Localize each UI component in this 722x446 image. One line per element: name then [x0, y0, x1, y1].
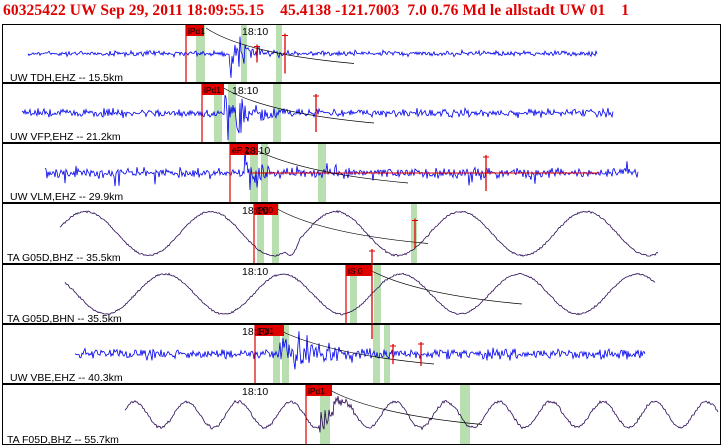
time-label: 18:10 [242, 205, 268, 217]
phase-pick-label: iPd0 [256, 205, 273, 215]
waveform-trace [59, 209, 659, 257]
decay-curve [273, 206, 429, 244]
decay-curve [325, 387, 483, 425]
decay-curve [249, 146, 409, 184]
time-label: 18:10 [242, 326, 268, 338]
seismogram-panel[interactable]: iS 0 18:10 TA G05D,BHN -- 35.5km [2, 249, 721, 339]
station-label: TA G05D,BHZ -- 35.5km [7, 252, 121, 264]
decay-curve [274, 327, 435, 365]
phase-pick-label-bg[interactable] [306, 385, 332, 396]
phase-window-band [214, 84, 222, 142]
waveform-trace [64, 272, 656, 316]
station-label: TA G05D,BHN -- 35.5km [7, 313, 122, 325]
phase-pick-label: iPd1 [188, 26, 205, 36]
phase-pick-label-bg[interactable] [255, 325, 284, 336]
seismogram-panel[interactable]: eP 218:10 UW VLM,EHZ -- 29.9km [2, 143, 721, 204]
phase-pick-label-bg[interactable] [186, 25, 204, 36]
phase-window-band [374, 265, 381, 323]
panel-border [2, 384, 721, 445]
event-header: 60325422 UW Sep 29, 2011 18:09:55.15 45.… [0, 0, 722, 22]
time-label: 18:10 [232, 85, 258, 97]
station-label: UW TDH,EHZ -- 15.5km [10, 72, 123, 84]
waveform-trace [21, 95, 614, 141]
phase-pick-label: iS 0 [348, 266, 363, 276]
waveform-trace [27, 36, 598, 78]
waveform-trace [74, 331, 646, 370]
phase-pick-label: eP 2 [232, 145, 250, 155]
panel-border [2, 203, 721, 264]
phase-pick-label: iPd1 [204, 85, 221, 95]
waveform-trace [44, 149, 639, 191]
phase-pick-label-bg[interactable] [346, 265, 372, 276]
station-label: UW VLM,EHZ -- 29.9km [10, 191, 123, 203]
time-label: 18:10 [242, 266, 268, 278]
panel-border [2, 83, 721, 143]
phase-pick-label-bg[interactable] [202, 84, 224, 95]
phase-window-band [241, 25, 247, 82]
decay-curve [205, 27, 355, 64]
time-label: 18:10 [242, 386, 268, 398]
time-label: 18:10 [244, 145, 270, 157]
waveform-trace [124, 396, 719, 433]
phase-window-band [282, 325, 289, 383]
panel-border [2, 264, 721, 324]
seismogram-panel[interactable]: iPd1 18:10 UW TDH,EHZ -- 15.5km [2, 24, 721, 85]
phase-window-band [272, 204, 279, 263]
seismogram-panel[interactable]: iPd1 18:10 UW VFP,EHZ -- 21.2km [2, 83, 721, 144]
phase-window-band [411, 204, 417, 263]
panel-border [2, 324, 721, 384]
station-label: UW VBE,EHZ -- 40.3km [10, 372, 123, 384]
panel-border [2, 143, 721, 203]
phase-pick-label: iPd1 [257, 326, 274, 336]
phase-window-band [460, 385, 470, 444]
phase-window-band [384, 325, 390, 383]
phase-pick-label-bg[interactable] [230, 144, 258, 155]
phase-window-band [257, 204, 264, 263]
phase-pick-label: iPd1 [308, 386, 325, 396]
phase-window-band [350, 265, 357, 323]
phase-pick-label-bg[interactable] [254, 204, 278, 215]
decay-curve [221, 86, 375, 124]
seismogram-panel[interactable]: iPd1 18:10 TA F05D,BHZ -- 55.7km [2, 384, 721, 446]
event-info-text: 60325422 UW Sep 29, 2011 18:09:55.15 45.… [3, 2, 630, 19]
decay-curve [365, 267, 523, 305]
station-label: UW VFP,EHZ -- 21.2km [10, 131, 121, 143]
panel-border [2, 24, 721, 83]
time-label: 18:10 [242, 26, 268, 38]
station-label: TA F05D,BHZ -- 55.7km [7, 434, 119, 446]
